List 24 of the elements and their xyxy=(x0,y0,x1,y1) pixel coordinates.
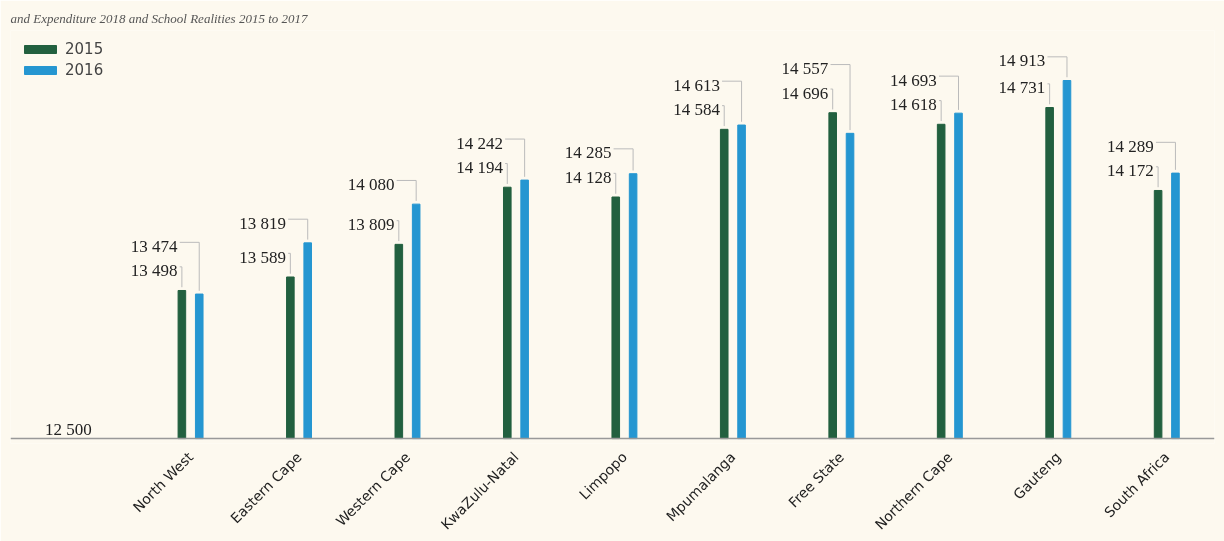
data-label: 13 819 xyxy=(239,213,287,233)
legend-label: 2015 xyxy=(65,40,104,58)
data-label: 14 696 xyxy=(781,83,829,103)
data-label: 13 474 xyxy=(130,236,179,256)
data-label: 14 584 xyxy=(673,100,721,120)
data-label: 13 589 xyxy=(239,247,287,267)
ref-line-label: 12 500 xyxy=(45,419,92,439)
data-label: 14 172 xyxy=(1107,161,1154,181)
data-label: 13 498 xyxy=(130,261,178,281)
data-label: 14 242 xyxy=(456,133,503,153)
data-label: 14 613 xyxy=(673,75,720,95)
chart-subtitle: and Expenditure 2018 and School Realities 2015 to 2017 xyxy=(10,10,309,26)
data-label: 14 557 xyxy=(781,59,829,79)
data-label: 14 913 xyxy=(998,51,1046,71)
data-label: 13 809 xyxy=(347,215,395,235)
data-label: 14 731 xyxy=(998,78,1046,98)
data-label: 14 693 xyxy=(890,70,937,90)
data-label: 14 194 xyxy=(456,158,504,178)
data-label: 14 128 xyxy=(564,167,612,187)
data-label: 14 618 xyxy=(890,95,937,115)
data-label: 14 080 xyxy=(347,174,395,194)
data-label: 14 285 xyxy=(564,143,612,163)
data-label: 14 289 xyxy=(1107,136,1154,156)
legend-label: 2016 xyxy=(65,61,104,79)
